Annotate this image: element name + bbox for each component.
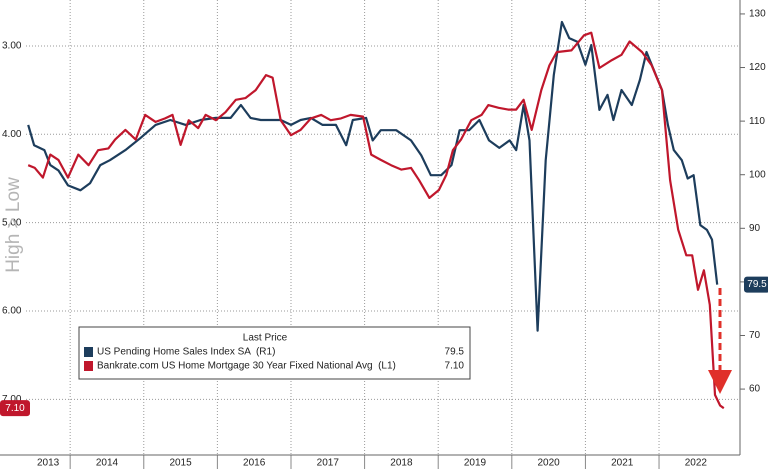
legend-swatch [84, 347, 93, 357]
y2-tick-label: 130 [749, 9, 766, 20]
y-tick-label: 6.00 [2, 306, 22, 317]
series-line [27, 20, 719, 332]
legend-value: 79.5 [445, 347, 465, 358]
legend-box [78, 326, 471, 380]
callout-label: 79.5 [747, 279, 767, 290]
x-tick-label: 2016 [243, 458, 266, 469]
x-tick-label: 2022 [685, 458, 708, 469]
x-tick-label: 2021 [611, 458, 634, 469]
legend-title: Last Price [243, 333, 288, 344]
y2-tick-label: 90 [749, 223, 761, 234]
y-tick-label: 5.00 [2, 217, 22, 228]
y-tick-label: 3.00 [2, 41, 22, 52]
y2-tick-label: 120 [749, 62, 766, 73]
x-tick-label: 2014 [96, 458, 119, 469]
y-axis-label: High > Low [3, 177, 24, 273]
callout-label: 7.10 [5, 403, 25, 414]
x-tick-label: 2017 [317, 458, 340, 469]
y2-tick-label: 110 [749, 116, 765, 127]
legend-label: Bankrate.com US Home Mortgage 30 Year Fi… [97, 361, 396, 372]
x-tick-label: 2019 [464, 458, 487, 469]
x-tick-label: 2013 [37, 458, 60, 469]
legend-label: US Pending Home Sales Index SA (R1) [97, 347, 275, 358]
y-tick-label: 7.00 [2, 394, 22, 405]
y2-tick-label: 70 [749, 330, 761, 341]
last-price-callout: 7.10 [0, 400, 30, 417]
callout-box [0, 400, 30, 417]
y2-tick-label: 60 [749, 384, 761, 395]
series-line [27, 31, 725, 410]
y-tick-label: 4.00 [2, 129, 22, 140]
legend: Last Price US Pending Home Sales Index SA… [78, 326, 471, 380]
x-tick-label: 2018 [390, 458, 413, 469]
y2-tick-label: 100 [749, 169, 766, 180]
legend-swatch [84, 361, 93, 371]
legend-value: 7.10 [445, 361, 465, 372]
x-tick-label: 2015 [169, 458, 192, 469]
callout-box [744, 276, 768, 293]
x-tick-label: 2020 [537, 458, 560, 469]
last-price-callout: 79.5 [744, 276, 768, 293]
